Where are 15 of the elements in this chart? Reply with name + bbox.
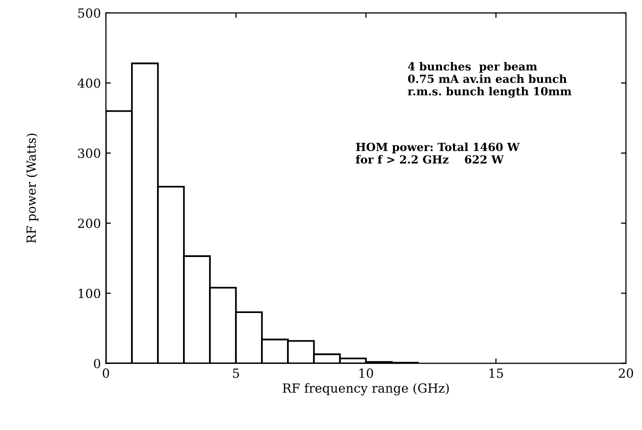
x-tick-label: 20 xyxy=(618,368,634,378)
x-tick-label: 5 xyxy=(233,368,239,378)
annotation: HOM power: Total 1460 W for f > 2.2 GHz 622 W xyxy=(356,142,520,164)
y-tick-label: 300 xyxy=(78,148,100,158)
annotation: 4 bunches per beam 0.75 mA av.in each bunch r.m.s. bunch length 10mm xyxy=(408,62,572,98)
y-axis-title: RF power (Watts) xyxy=(26,134,38,243)
y-tick-label: 500 xyxy=(78,8,100,18)
y-tick-label: 100 xyxy=(78,288,100,298)
y-tick-label: 400 xyxy=(78,78,100,88)
x-tick-label: 0 xyxy=(102,368,110,378)
x-tick-label: 15 xyxy=(490,368,503,378)
x-tick-label: 10 xyxy=(360,368,374,378)
x-axis-title: RF frequency range (GHz) xyxy=(282,383,449,396)
y-tick-label: 0 xyxy=(94,358,100,368)
y-tick-label: 200 xyxy=(78,218,100,228)
